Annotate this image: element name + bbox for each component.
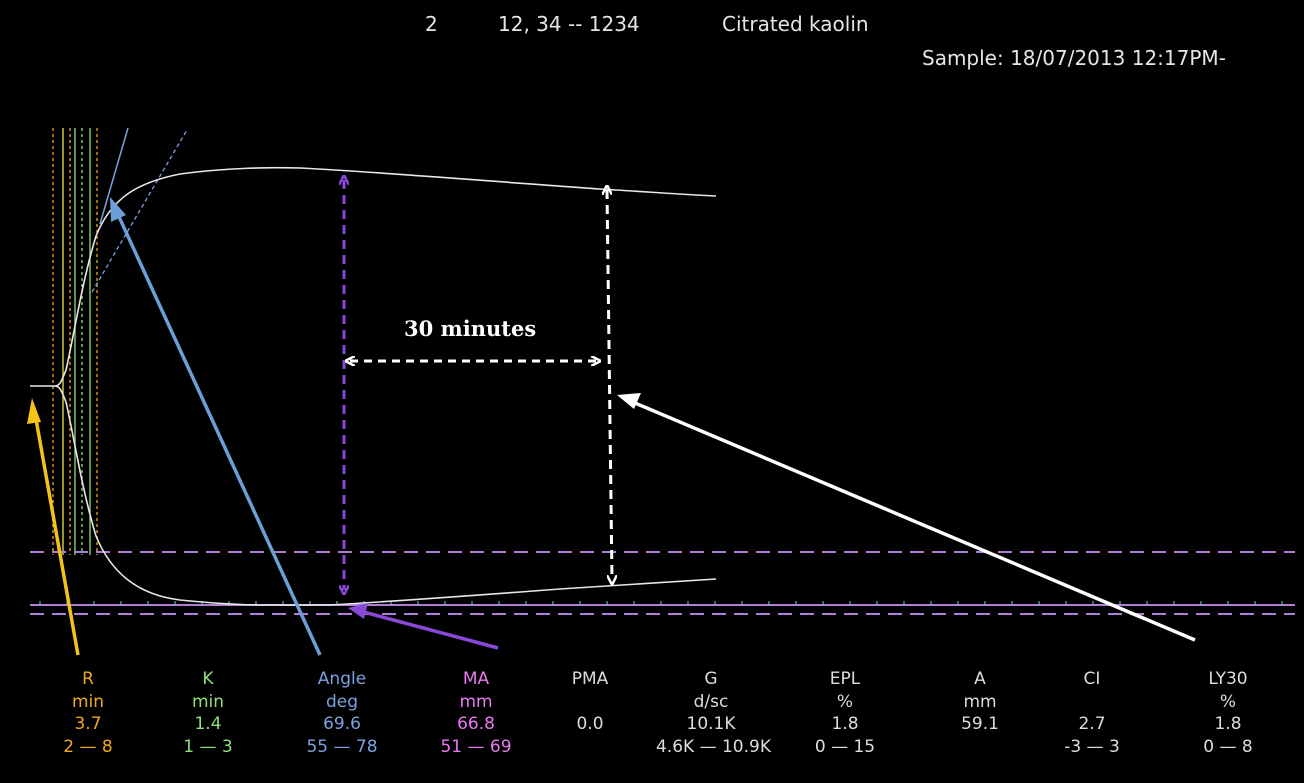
param-epl-unit: % xyxy=(836,691,854,712)
param-epl-value: 1.8 xyxy=(831,714,859,734)
param-ci: CI 2.7 -3 — 3 xyxy=(1037,668,1147,758)
angle-tangent xyxy=(99,127,129,225)
param-angle-range: 55 — 78 xyxy=(306,736,378,757)
assay-name: Citrated kaolin xyxy=(722,12,869,36)
param-ci-name: CI xyxy=(1083,669,1101,689)
param-a-unit: mm xyxy=(963,691,997,712)
param-epl-range: 0 — 15 xyxy=(814,736,876,757)
teg-lower-trace xyxy=(54,385,717,606)
param-a-name: A xyxy=(974,669,986,689)
param-epl: EPL% 1.8 0 — 15 xyxy=(790,668,900,758)
channel-number: 2 xyxy=(425,12,438,36)
param-ly30-name: LY30 xyxy=(1208,669,1248,689)
param-ma-range: 51 — 69 xyxy=(440,736,512,757)
param-g-name: G xyxy=(704,669,718,689)
param-angle-name: Angle xyxy=(317,669,367,689)
param-pma: PMA 0.0 xyxy=(535,668,645,758)
param-a-range xyxy=(925,736,1035,759)
param-ma: MA mm 66.8 51 — 69 xyxy=(421,668,531,758)
param-epl-name: EPL xyxy=(829,669,861,689)
param-ci-range: -3 — 3 xyxy=(1064,736,1120,757)
ma-pointer-arrow xyxy=(359,609,499,650)
param-r-unit: min xyxy=(71,691,105,712)
ly30-amplitude-arrow xyxy=(607,190,612,580)
ly30-pointer-arrow xyxy=(627,398,1196,642)
sample-timestamp: Sample: 18/07/2013 12:17PM- xyxy=(922,46,1226,70)
param-pma-unit xyxy=(535,691,645,714)
param-r-name: R xyxy=(82,669,94,689)
param-g-unit: d/sc xyxy=(693,691,729,712)
param-angle-unit: deg xyxy=(325,691,359,712)
r-pointer-arrow xyxy=(32,407,80,656)
param-angle-value: 69.6 xyxy=(323,714,361,734)
param-pma-name: PMA xyxy=(571,669,609,689)
teg-upper-trace xyxy=(30,166,717,387)
param-pma-range xyxy=(535,736,645,759)
param-ma-unit: mm xyxy=(459,691,493,712)
param-a-value: 59.1 xyxy=(961,714,999,734)
param-ma-value: 66.8 xyxy=(457,714,495,734)
patient-id: 12, 34 -- 1234 xyxy=(498,12,640,36)
angle-tangent xyxy=(91,129,188,293)
thirty-minutes-label: 30 minutes xyxy=(404,316,537,341)
param-k-name: K xyxy=(202,669,214,689)
ma-pointer-arrowhead xyxy=(348,603,368,619)
param-ly30-range: 0 — 8 xyxy=(1203,736,1253,757)
param-pma-value: 0.0 xyxy=(576,714,604,734)
param-r-range: 2 — 8 xyxy=(63,736,113,757)
angle-pointer-arrowhead xyxy=(110,197,126,222)
param-k-unit: min xyxy=(191,691,225,712)
param-g-value: 10.1K xyxy=(686,714,736,734)
param-r-value: 3.7 xyxy=(74,714,102,734)
param-g-range: 4.6K — 10.9K xyxy=(656,736,771,757)
param-angle: Angle deg 69.6 55 — 78 xyxy=(287,668,397,758)
param-ci-value: 2.7 xyxy=(1078,714,1106,734)
param-k-range: 1 — 3 xyxy=(183,736,233,757)
angle-pointer-arrow xyxy=(113,207,322,656)
param-ly30: LY30% 1.8 0 — 8 xyxy=(1173,668,1283,758)
ly30-pointer-arrowhead xyxy=(617,393,641,409)
param-ma-name: MA xyxy=(462,669,490,689)
param-ly30-unit: % xyxy=(1219,691,1237,712)
r-pointer-arrowhead xyxy=(27,398,41,424)
param-ci-unit xyxy=(1037,691,1147,714)
param-ly30-value: 1.8 xyxy=(1214,714,1242,734)
param-k-value: 1.4 xyxy=(194,714,222,734)
